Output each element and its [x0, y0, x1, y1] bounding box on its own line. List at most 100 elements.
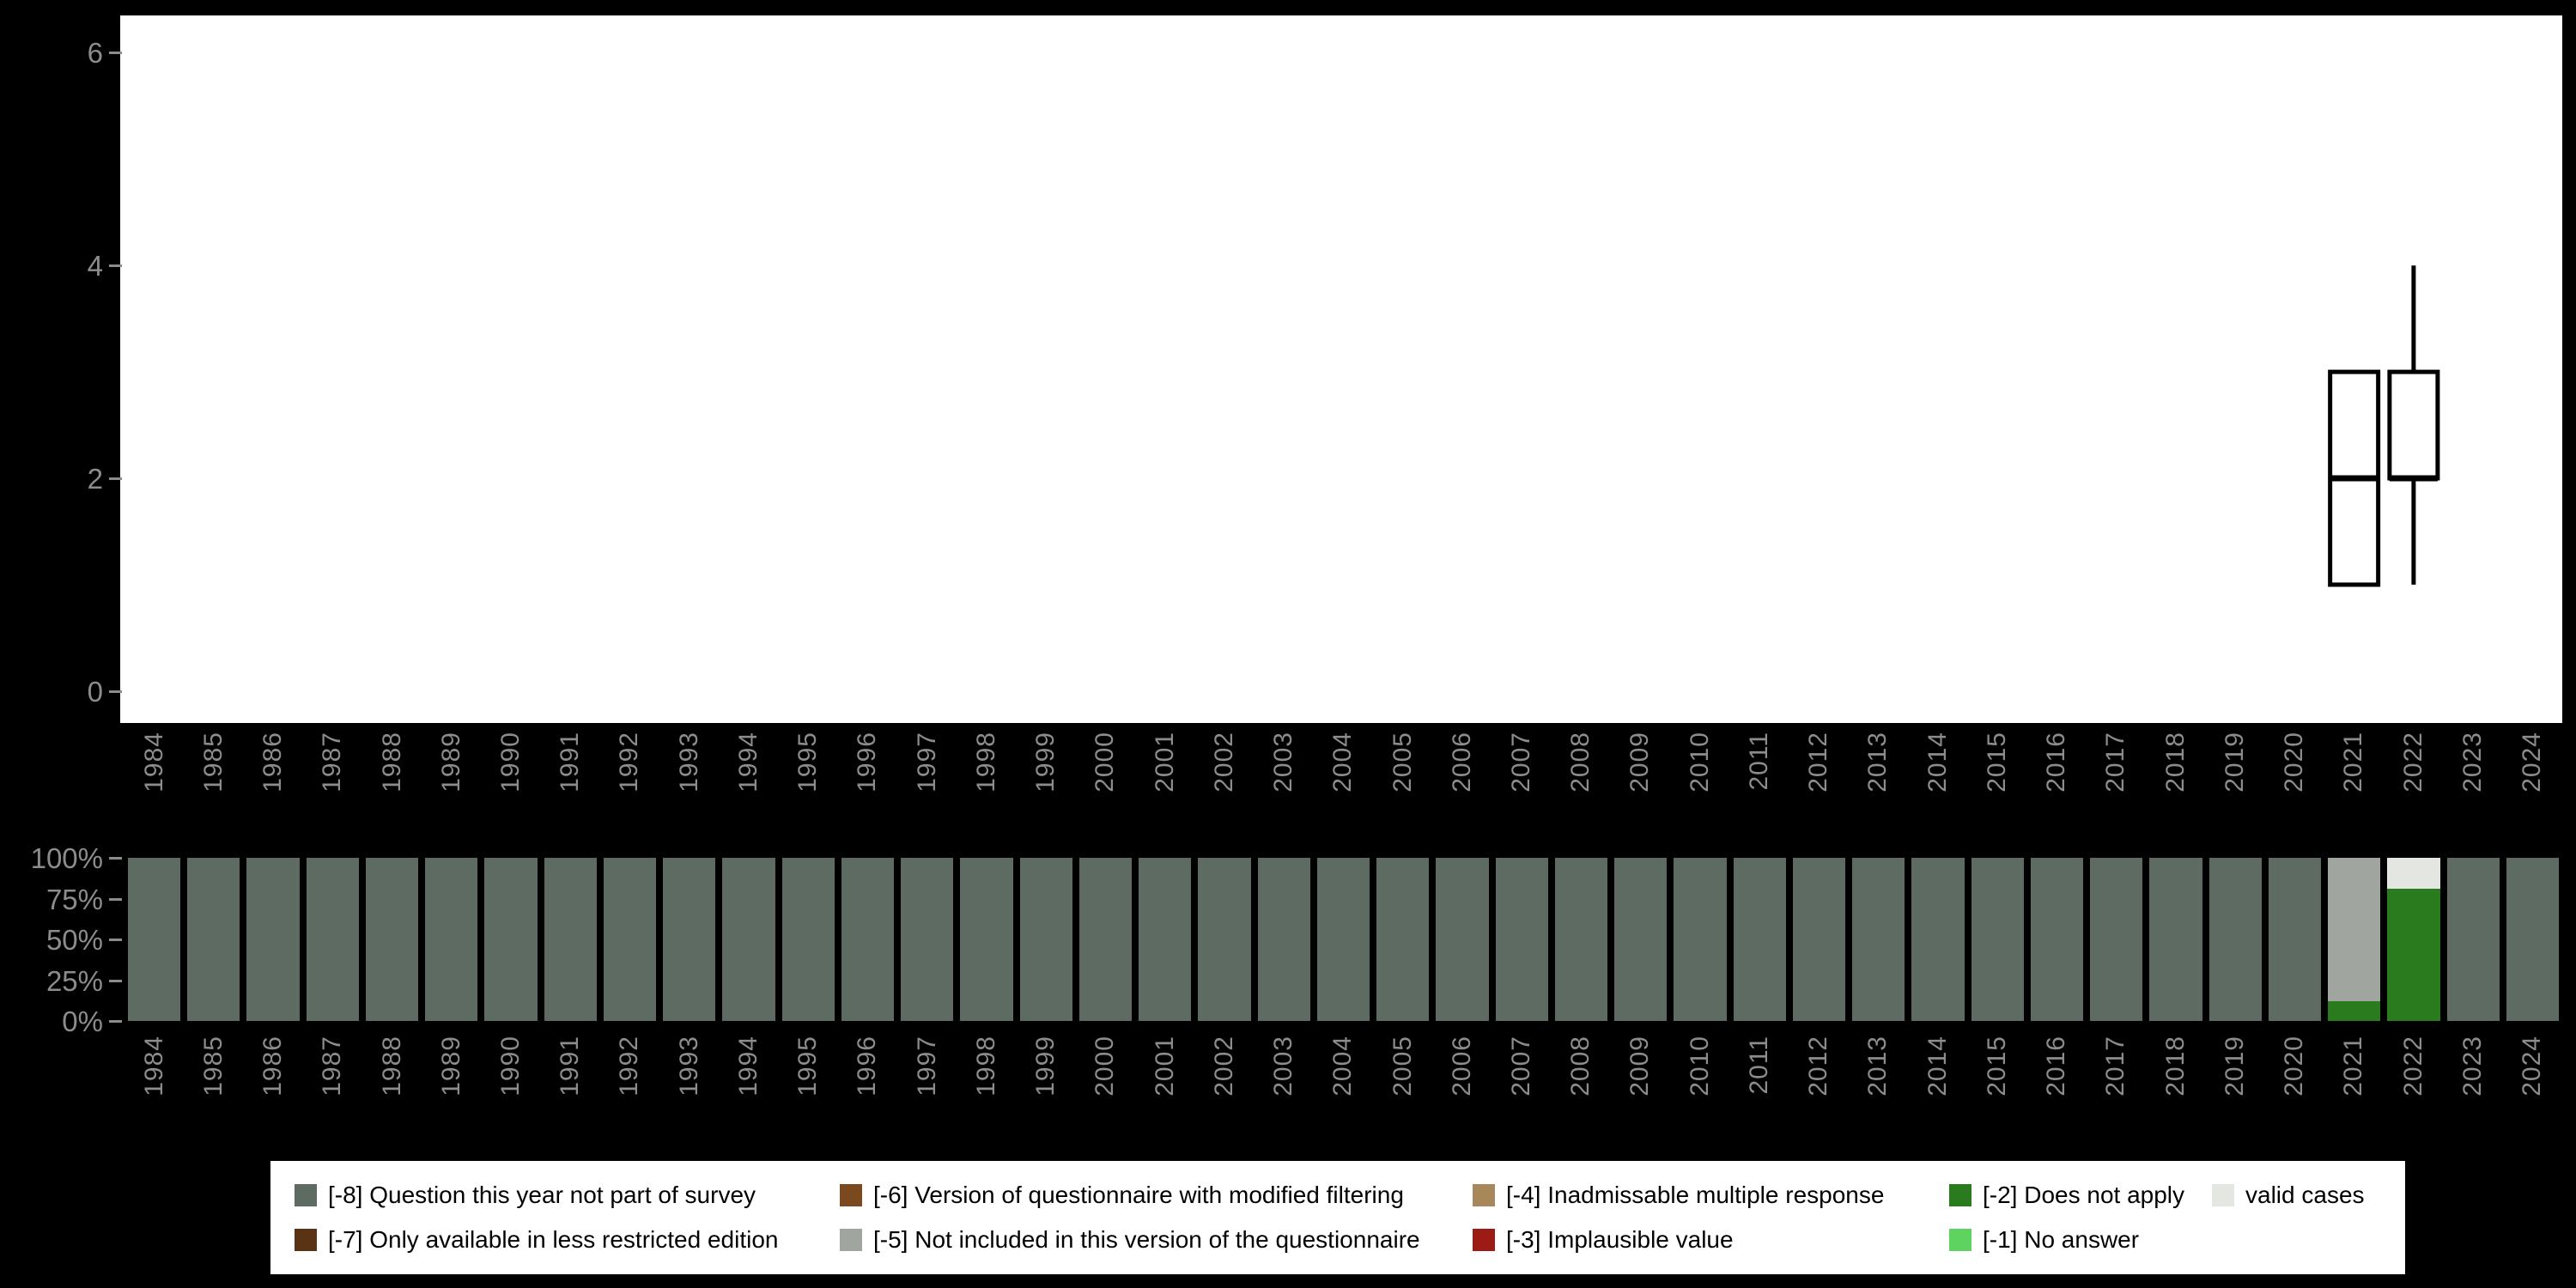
x-axis-year-column: 2020	[2264, 732, 2324, 848]
legend-swatch	[1949, 1229, 1971, 1251]
x-axis-year-column: 2007	[1492, 732, 1551, 848]
x-axis-year-column: 2013	[1849, 732, 1908, 848]
x-axis-year-column: 2020	[2264, 1036, 2324, 1151]
x-axis-year-column: 1993	[659, 1036, 719, 1151]
x-axis-year-column: 1995	[779, 732, 838, 848]
x-axis-year-label: 1991	[556, 732, 585, 793]
x-axis-year-label: 2000	[1091, 1036, 1120, 1097]
x-axis-year-label: 2023	[2458, 732, 2487, 793]
x-axis-year-column: 1991	[541, 732, 600, 848]
x-axis-year-column: 1998	[957, 732, 1016, 848]
x-axis-year-column: 1994	[719, 1036, 778, 1151]
legend-swatch	[295, 1229, 317, 1251]
stacked-bar	[2328, 858, 2381, 1021]
stacked-bar	[2387, 858, 2440, 1021]
x-axis-year-column: 1988	[362, 732, 422, 848]
x-axis-year-label: 2017	[2101, 1036, 2130, 1097]
stacked-bar	[544, 858, 597, 1021]
legend-label: [-6] Version of questionnaire with modif…	[873, 1182, 1404, 1208]
x-axis-year-column: 2004	[1314, 732, 1373, 848]
x-axis-year-label: 2011	[1744, 1036, 1773, 1095]
stacked-bar	[2090, 858, 2143, 1021]
legend-swatch	[840, 1229, 862, 1251]
x-axis-year-label: 2005	[1388, 1036, 1417, 1097]
x-axis-year-label: 2010	[1685, 732, 1714, 793]
stacked-bar	[2208, 858, 2262, 1021]
x-axis-year-label: 2015	[1982, 732, 2011, 793]
x-axis-year-column: 2000	[1076, 1036, 1135, 1151]
x-axis-year-column: 2005	[1373, 732, 1432, 848]
legend-label: [-5] Not included in this version of the…	[873, 1226, 1420, 1253]
x-axis-year-label: 1991	[556, 1036, 585, 1097]
legend-item: [-8] Question this year not part of surv…	[295, 1182, 840, 1208]
bar-segment	[1436, 858, 1489, 1021]
x-axis-year-column: 2018	[2146, 1036, 2205, 1151]
x-axis-year-column: 1998	[957, 1036, 1016, 1151]
barchart-y-tick-mark	[109, 979, 122, 982]
x-axis-year-label: 2015	[1982, 1036, 2011, 1097]
x-axis-year-column: 1990	[481, 732, 540, 848]
stacked-bar	[1792, 858, 1846, 1021]
x-axis-year-label: 2022	[2398, 732, 2427, 793]
bar-segment	[1733, 858, 1786, 1021]
legend-label: [-2] Does not apply	[1983, 1182, 2185, 1208]
x-axis-year-column: 2013	[1849, 1036, 1908, 1151]
x-axis-year-label: 2011	[1744, 732, 1773, 791]
x-axis-year-column: 1992	[600, 732, 659, 848]
bar-segment	[841, 858, 895, 1021]
x-axis-year-label: 2006	[1447, 732, 1476, 793]
bar-segment	[1078, 858, 1133, 1021]
boxplot-x-axis-years: 1984 1985 1986 1987 1988 1989 1990 1991 1992 1993…	[125, 732, 2563, 848]
stacked-bar	[1257, 858, 1310, 1021]
x-axis-year-label: 1995	[793, 1036, 823, 1097]
stacked-bar	[1495, 858, 1548, 1021]
legend-swatch	[840, 1184, 862, 1206]
x-axis-year-column: 2017	[2087, 1036, 2146, 1151]
boxplot-panel	[120, 15, 2562, 723]
x-axis-year-column: 1984	[125, 1036, 184, 1151]
bar-segment	[663, 858, 716, 1021]
x-axis-year-label: 1985	[198, 1036, 228, 1097]
stacked-bar	[1376, 858, 1430, 1021]
x-axis-year-label: 2022	[2398, 1036, 2427, 1097]
legend-item: [-3] Implausible value	[1473, 1227, 1949, 1253]
x-axis-year-column: 2002	[1194, 1036, 1254, 1151]
bar-segment	[1614, 858, 1668, 1021]
x-axis-year-column: 1984	[125, 732, 184, 848]
legend-swatch	[1473, 1184, 1495, 1206]
x-axis-year-column: 1991	[541, 1036, 600, 1151]
x-axis-year-label: 2006	[1447, 1036, 1476, 1097]
x-axis-year-label: 2024	[2517, 1036, 2546, 1097]
x-axis-year-label: 2021	[2339, 732, 2368, 793]
x-axis-year-column: 2009	[1611, 732, 1670, 848]
x-axis-year-column: 1986	[243, 732, 302, 848]
bar-segment	[722, 858, 775, 1021]
x-axis-year-column: 2003	[1254, 1036, 1313, 1151]
x-axis-year-column: 2012	[1789, 732, 1849, 848]
x-axis-year-label: 1984	[139, 1036, 168, 1097]
legend-item: [-7] Only available in less restricted e…	[295, 1227, 840, 1253]
legend-label: [-8] Question this year not part of surv…	[328, 1182, 756, 1208]
barchart-y-tick-label: 50%	[46, 924, 103, 956]
x-axis-year-column: 2005	[1373, 1036, 1432, 1151]
legend-item: [-5] Not included in this version of the…	[840, 1227, 1473, 1253]
bar-segment	[2208, 858, 2262, 1021]
x-axis-year-label: 1993	[674, 732, 703, 793]
boxplot-y-tick-label: 4	[87, 250, 103, 283]
legend-item: [-1] No answer	[1949, 1227, 2212, 1253]
x-axis-year-column: 2014	[1908, 1036, 1967, 1151]
x-axis-year-label: 1988	[377, 732, 406, 793]
x-axis-year-label: 2003	[1269, 732, 1298, 793]
x-axis-year-label: 2013	[1863, 1036, 1893, 1097]
x-axis-year-label: 2010	[1685, 1036, 1714, 1097]
legend: [-8] Question this year not part of surv…	[270, 1161, 2405, 1274]
stacked-bar	[1139, 858, 1192, 1021]
barchart-y-tick-label: 25%	[46, 964, 103, 997]
bar-segment	[544, 858, 597, 1021]
stacked-bar	[901, 858, 954, 1021]
bar-segment	[187, 858, 240, 1021]
boxplot-y-tick-label: 6	[87, 37, 103, 70]
x-axis-year-label: 1989	[436, 1036, 465, 1097]
x-axis-year-column: 1999	[1017, 1036, 1076, 1151]
stacked-bar	[187, 858, 240, 1021]
